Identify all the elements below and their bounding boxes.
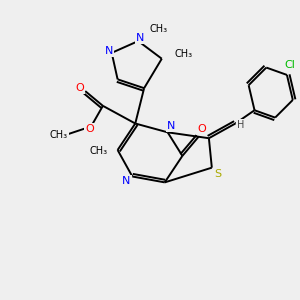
Text: O: O: [197, 124, 206, 134]
Text: N: N: [105, 46, 113, 56]
Text: CH₃: CH₃: [89, 146, 107, 157]
Text: N: N: [167, 122, 175, 131]
Text: S: S: [214, 169, 221, 178]
Text: H: H: [237, 120, 244, 130]
Text: N: N: [136, 33, 144, 43]
Text: O: O: [85, 124, 94, 134]
Text: CH₃: CH₃: [50, 130, 68, 140]
Text: O: O: [75, 83, 84, 93]
Text: CH₃: CH₃: [150, 24, 168, 34]
Text: N: N: [122, 176, 130, 186]
Text: CH₃: CH₃: [175, 49, 193, 59]
Text: Cl: Cl: [284, 60, 295, 70]
